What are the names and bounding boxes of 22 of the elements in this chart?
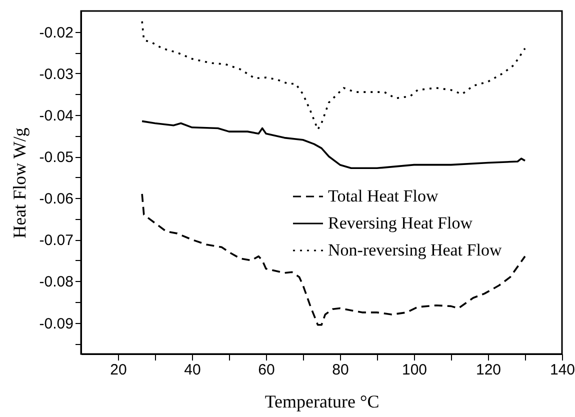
legend-label: Non-reversing Heat Flow bbox=[328, 240, 502, 260]
line-series bbox=[141, 120, 526, 170]
legend-label: Reversing Heat Flow bbox=[328, 214, 474, 232]
line-series bbox=[141, 20, 526, 130]
x-tick-label: 20 bbox=[110, 362, 127, 378]
x-tick-label: 80 bbox=[332, 362, 349, 378]
y-tick-label: -0.09 bbox=[39, 315, 74, 332]
x-tick-label: 100 bbox=[402, 362, 428, 378]
y-tick-label: -0.03 bbox=[39, 66, 74, 83]
y-axis-title: Heat Flow W/g bbox=[9, 128, 30, 238]
x-tick-label: 40 bbox=[184, 362, 201, 378]
x-tick-label: 120 bbox=[476, 362, 502, 378]
y-tick-label: -0.07 bbox=[39, 232, 74, 250]
y-tick-label: -0.04 bbox=[39, 107, 74, 124]
y-tick-label: -0.08 bbox=[39, 274, 74, 291]
legend-label: Total Heat Flow bbox=[328, 186, 439, 206]
x-tick-label: 60 bbox=[258, 362, 275, 378]
x-axis-title: Temperature °C bbox=[264, 392, 380, 412]
x-tick-label: 140 bbox=[550, 362, 575, 378]
y-tick-label: -0.06 bbox=[39, 190, 74, 208]
y-tick-label: -0.05 bbox=[39, 149, 74, 166]
y-tick-label: -0.02 bbox=[39, 24, 74, 42]
